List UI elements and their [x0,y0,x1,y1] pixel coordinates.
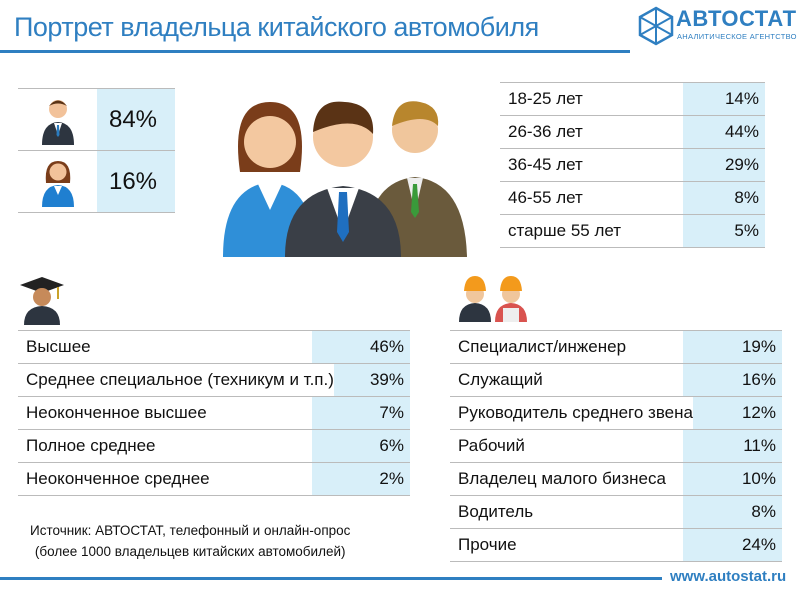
occupation-row: Владелец малого бизнеса 10% [450,463,782,496]
footer-rule [0,577,662,580]
education-label: Полное среднее [26,436,156,455]
education-row: Неоконченное среднее 2% [18,463,410,496]
title: Портрет владельца китайского автомобиля [14,12,539,42]
age-row: 46-55 лет 8% [500,182,765,215]
footer-url: www.autostat.ru [670,568,787,585]
occupation-value: 19% [683,331,782,363]
occupation-value: 11% [683,430,782,462]
occupation-row: Водитель 8% [450,496,782,529]
education-row: Полное среднее 6% [18,430,410,463]
age-label: 26-36 лет [508,122,583,141]
occupation-label: Рабочий [458,436,525,455]
education-label: Неоконченное среднее [26,469,210,488]
gender-table: 84% 16% [18,88,175,213]
occupation-label: Служащий [458,370,543,389]
female-icon [18,151,97,212]
gender-row: 84% [18,89,175,151]
education-row: Неоконченное высшее 7% [18,397,410,430]
occupation-label: Водитель [458,502,534,521]
source-line: (более 1000 владельцев китайских автомоб… [34,544,346,559]
age-label: 36-45 лет [508,155,583,174]
age-label: 18-25 лет [508,89,583,108]
occupation-label: Владелец малого бизнеса [458,469,666,488]
occupation-row: Прочие 24% [450,529,782,562]
occupation-row: Специалист/инженер 19% [450,331,782,364]
gender-value: 16% [97,151,175,212]
occupation-label: Специалист/инженер [458,337,627,356]
occupation-value: 12% [692,397,782,429]
education-value: 6% [312,430,410,462]
logo-mark [638,6,674,46]
education-row: Среднее специальное (техникум и т.п.) 39% [18,364,410,397]
age-value: 14% [683,83,765,115]
people-illustration [223,101,467,257]
age-row: старше 55 лет 5% [500,215,765,248]
education-label: Высшее [26,337,91,356]
age-value: 44% [683,116,765,148]
occupation-value: 10% [683,463,782,495]
logo-tagline: АНАЛИТИЧЕСКОЕ АГЕНТСТВО [677,32,797,41]
occupation-row: Руководитель среднего звена 12% [450,397,782,430]
education-label: Среднее специальное (техникум и т.п.) [26,370,334,389]
source-note: Источник: АВТОСТАТ, телефонный и онлайн-… [30,520,350,562]
education-value: 39% [333,364,410,396]
gender-row: 16% [18,151,175,213]
age-value: 29% [683,149,765,181]
occupation-label: Прочие [458,535,517,554]
gender-value: 84% [97,89,175,150]
education-value: 46% [312,331,410,363]
occupation-value: 8% [683,496,782,528]
source-line: Источник: АВТОСТАТ, телефонный и онлайн-… [30,523,351,538]
occupation-value: 16% [683,364,782,396]
age-value: 5% [683,215,765,247]
education-label: Неоконченное высшее [26,403,207,422]
age-row: 26-36 лет 44% [500,116,765,149]
occupation-value: 24% [683,529,782,561]
age-row: 18-25 лет 14% [500,83,765,116]
education-value: 2% [312,463,410,495]
occupation-row: Рабочий 11% [450,430,782,463]
title-rule [0,50,630,53]
occupation-row: Служащий 16% [450,364,782,397]
education-icon [20,277,64,325]
age-value: 8% [683,182,765,214]
occupation-label: Руководитель среднего звена [458,403,693,422]
logo-name: АВТОСТАТ [676,6,797,31]
education-value: 7% [312,397,410,429]
age-label: старше 55 лет [508,221,622,240]
occupation-table: Специалист/инженер 19% Служащий 16% Руководи… [450,330,782,562]
age-table: 18-25 лет 14% 26-36 лет 44% 36-45 лет 29% 46-5… [500,82,765,248]
education-table: Высшее 46% Среднее специальное (техникум и… [18,330,410,496]
age-label: 46-55 лет [508,188,583,207]
male-icon [18,89,97,150]
age-row: 36-45 лет 29% [500,149,765,182]
education-row: Высшее 46% [18,331,410,364]
occupation-icon [459,276,527,322]
